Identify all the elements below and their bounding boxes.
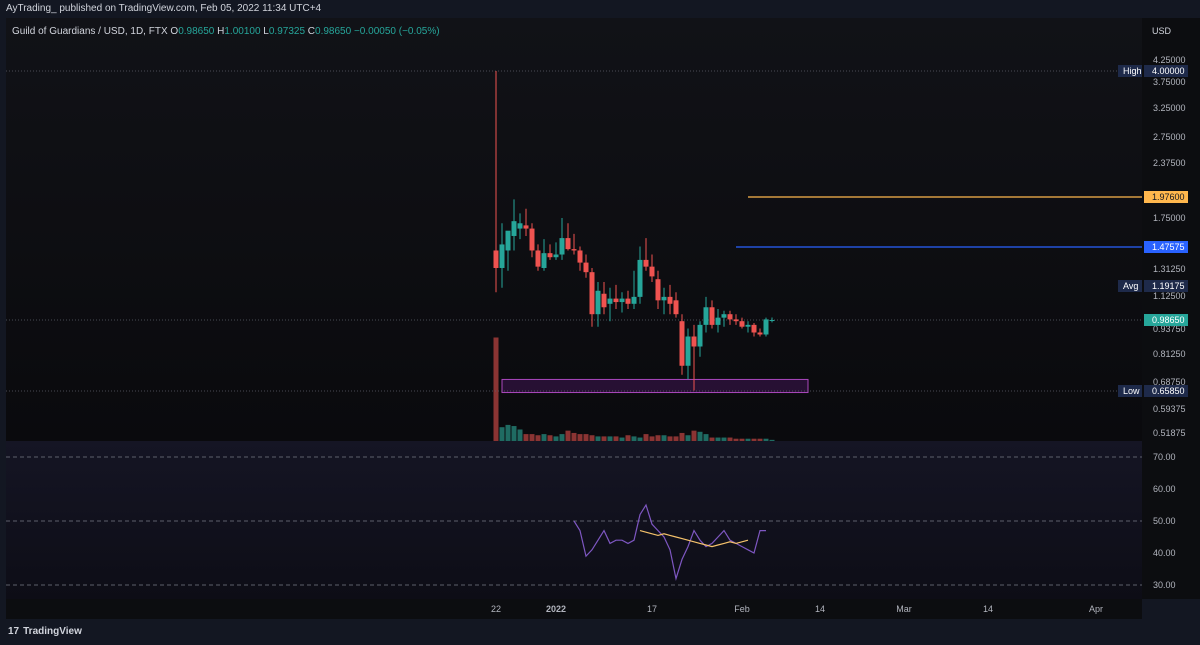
symbol-legend[interactable]: Guild of Guardians / USD, 1D, FTX O0.986… (12, 26, 440, 37)
brand-text: TradingView (23, 626, 82, 637)
rsi-pane[interactable] (6, 441, 1142, 599)
publisher-header: AyTrading_ published on TradingView.com,… (0, 0, 1200, 18)
close-label: C (307, 26, 316, 37)
currency-label[interactable]: USD (1152, 26, 1171, 36)
price-pane[interactable] (6, 18, 1142, 441)
change-value: −0.00050 (−0.05%) (353, 26, 440, 37)
currency-text: USD (1152, 26, 1172, 36)
time-axis[interactable] (6, 599, 1142, 619)
publisher-text: AyTrading_ published on TradingView.com,… (6, 3, 322, 14)
tradingview-brand[interactable]: 17 TradingView (8, 626, 82, 637)
symbol-name: Guild of Guardians / USD, 1D, FTX (12, 26, 168, 37)
price-axis[interactable] (1142, 18, 1200, 599)
high-value: 1.00100 (224, 26, 261, 37)
high-label: H (217, 26, 225, 37)
low-label: L (263, 26, 269, 37)
low-value: 0.97325 (268, 26, 306, 37)
close-value: 0.98650 (315, 26, 352, 37)
tradingview-logo-icon: 17 (8, 626, 20, 637)
open-value: 0.98650 (178, 26, 215, 37)
open-label: O (170, 26, 179, 37)
footer (0, 619, 1200, 645)
